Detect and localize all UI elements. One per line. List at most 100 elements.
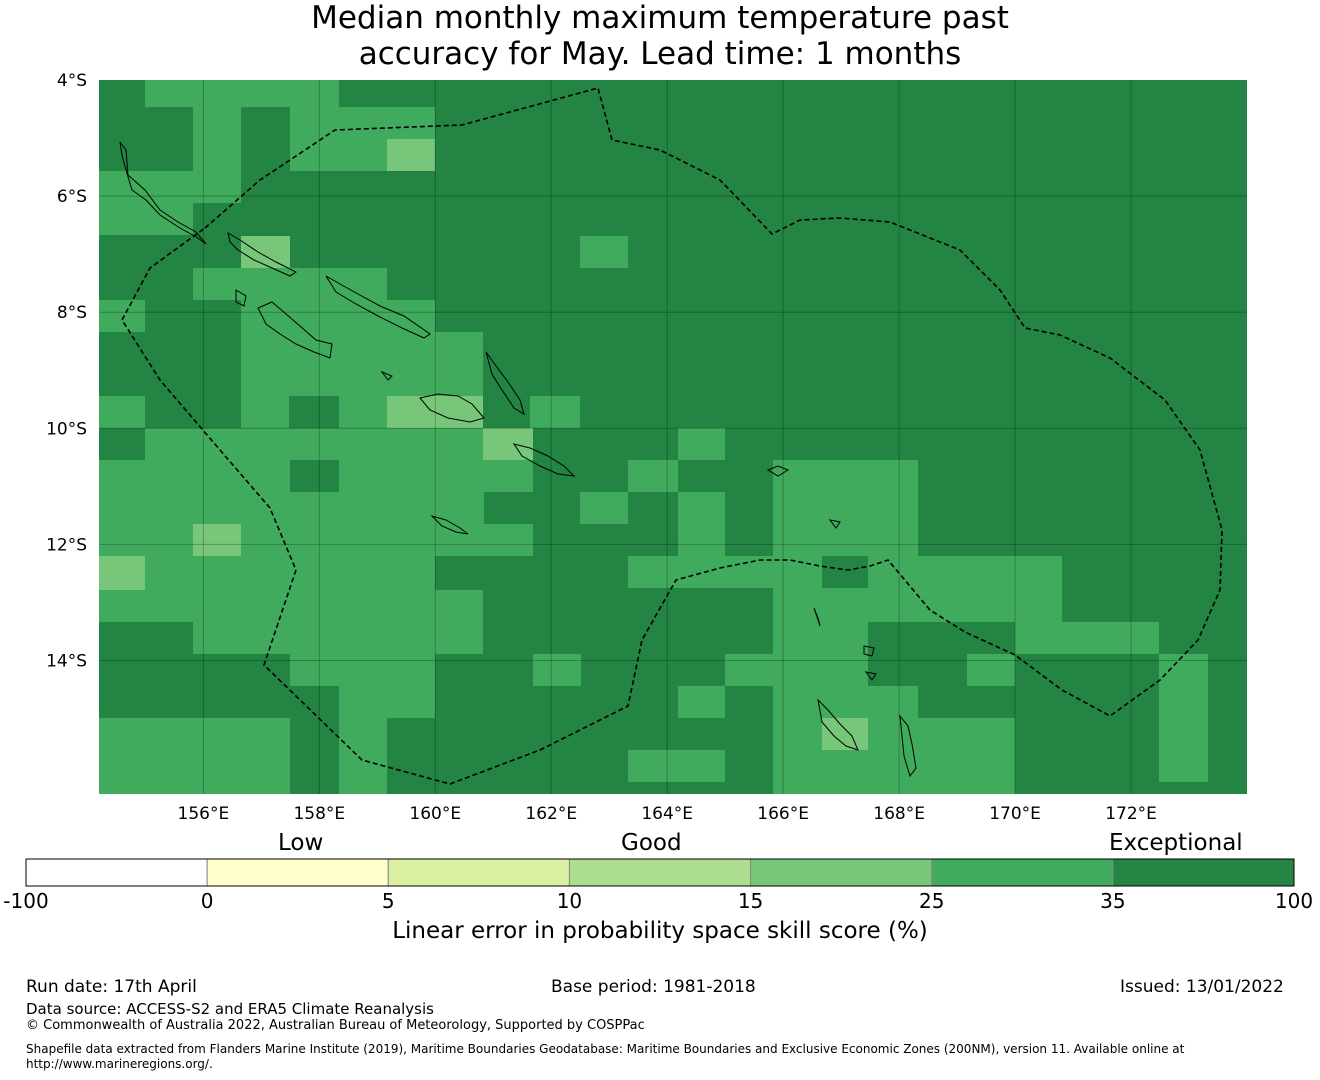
grid-cell <box>339 396 387 428</box>
base-period: Base period: 1981-2018 <box>551 977 756 997</box>
island-rennell <box>430 514 469 535</box>
lon-tick-labels: 156°E 158°E 160°E 162°E 164°E 166°E 168°E 170°E… <box>178 804 1157 824</box>
grid-cell <box>387 107 435 139</box>
grid-cell <box>339 686 435 718</box>
grid-cell <box>339 460 533 492</box>
grid-cell <box>580 236 628 268</box>
grid-cell <box>99 556 145 590</box>
colorbar-swatch <box>387 858 570 887</box>
colorbar-tick-label: 15 <box>737 889 764 913</box>
lat-tick-label: 14°S <box>46 651 87 671</box>
lon-tick-label: 158°E <box>293 804 345 824</box>
lon-tick-label: 164°E <box>641 804 693 824</box>
colorbar-tick-label: 25 <box>918 889 945 913</box>
title-line-1: Median monthly maximum temperature past <box>311 0 1009 36</box>
grid-cell <box>533 654 581 686</box>
grid-cell <box>435 590 483 654</box>
grid-cell <box>918 718 1015 794</box>
grid-cell <box>1015 622 1159 654</box>
grid-cell <box>193 428 483 460</box>
island-santa-cruz <box>766 465 790 477</box>
grid-cell <box>868 556 918 588</box>
lat-tick-label: 10°S <box>46 419 87 439</box>
island-guadalcanal <box>419 393 485 423</box>
lon-tick-label: 162°E <box>525 804 577 824</box>
shapefile-credit-line-1: Shapefile data extracted from Flanders M… <box>26 1042 1185 1056</box>
lon-tick-label: 170°E <box>989 804 1041 824</box>
island-espiritu-santo <box>817 698 859 751</box>
colorbar-swatch <box>1112 858 1295 887</box>
colorbar-swatch <box>206 858 389 887</box>
grid-cell <box>1159 718 1208 782</box>
colorbar-tick-label: 35 <box>1100 889 1126 913</box>
grid-cell <box>678 524 725 556</box>
island-malaita <box>485 351 525 416</box>
grid-cell <box>290 460 338 492</box>
island-small-2 <box>380 370 393 381</box>
colorbar-label: Linear error in probability space skill … <box>392 918 928 944</box>
island-small-4 <box>864 671 877 681</box>
grid-cell <box>530 396 580 428</box>
grid-cell <box>193 524 241 556</box>
colorbar-tick-label: 0 <box>200 889 214 913</box>
colorbar-tick-label: 10 <box>556 889 583 913</box>
colorbar-swatch <box>750 858 933 887</box>
run-date: Run date: 17th April <box>26 977 197 997</box>
grid-cell <box>99 300 145 332</box>
grid-cell <box>145 428 193 460</box>
island-new-georgia <box>257 301 333 359</box>
lat-tick-label: 12°S <box>46 535 87 555</box>
lat-tick-label: 6°S <box>57 187 87 207</box>
grid-cell <box>628 460 678 492</box>
grid-cell <box>483 524 533 556</box>
grid-cell <box>678 428 725 460</box>
grid-cell <box>193 107 241 203</box>
grid-cell <box>193 622 290 654</box>
grid-cell <box>678 492 725 524</box>
lon-tick-label: 160°E <box>409 804 461 824</box>
grid-cell <box>725 654 868 686</box>
lon-tick-label: 166°E <box>757 804 809 824</box>
island-small-1 <box>235 289 247 307</box>
colorbar-swatch <box>931 858 1114 887</box>
title-line-2: accuracy for May. Lead time: 1 months <box>358 36 962 72</box>
grid-cell <box>1159 654 1208 718</box>
island-bougainville <box>119 141 207 245</box>
colorbar-tick-label: -100 <box>3 889 49 913</box>
eez-boundary-dashed <box>121 87 1223 785</box>
lat-tick-labels: 4°S 6°S 8°S 10°S 12°S 14°S <box>46 71 87 671</box>
grid-cell <box>628 556 822 588</box>
colorbar-tick-label: 5 <box>381 889 395 913</box>
grid-cell <box>678 686 725 718</box>
colorbar-border <box>25 858 1295 887</box>
colorbar <box>25 858 1295 887</box>
grid-cell <box>868 588 1062 622</box>
grid-cell <box>145 80 339 107</box>
grid-cell <box>483 654 533 686</box>
grid-cell <box>918 556 1062 588</box>
map-gridlines <box>99 80 1247 794</box>
lat-tick-label: 4°S <box>57 71 87 91</box>
colorbar-category-exceptional: Exceptional <box>1109 830 1243 856</box>
grid-cell <box>628 750 725 782</box>
colorbar-swatch <box>568 858 752 887</box>
grid-cell <box>193 268 387 300</box>
land-outlines <box>119 141 917 778</box>
grid-cell <box>99 171 193 235</box>
chart-title: Median monthly maximum temperature past … <box>0 0 1320 72</box>
island-makira <box>512 443 576 477</box>
grid-cell <box>483 428 533 460</box>
grid-cell <box>241 396 289 428</box>
colorbar-tick-label: 100 <box>1274 889 1314 913</box>
lon-tick-label: 168°E <box>873 804 925 824</box>
lon-tick-label: 156°E <box>178 804 230 824</box>
island-small-3 <box>863 645 875 657</box>
copyright: © Commonwealth of Australia 2022, Austra… <box>26 1018 645 1033</box>
grid-cell <box>241 236 290 268</box>
grid-cell <box>967 654 1015 686</box>
grid-cell <box>339 718 387 794</box>
issued-date: Issued: 13/01/2022 <box>1120 977 1284 997</box>
grid-cell <box>580 492 628 524</box>
grid-cell <box>773 460 918 556</box>
